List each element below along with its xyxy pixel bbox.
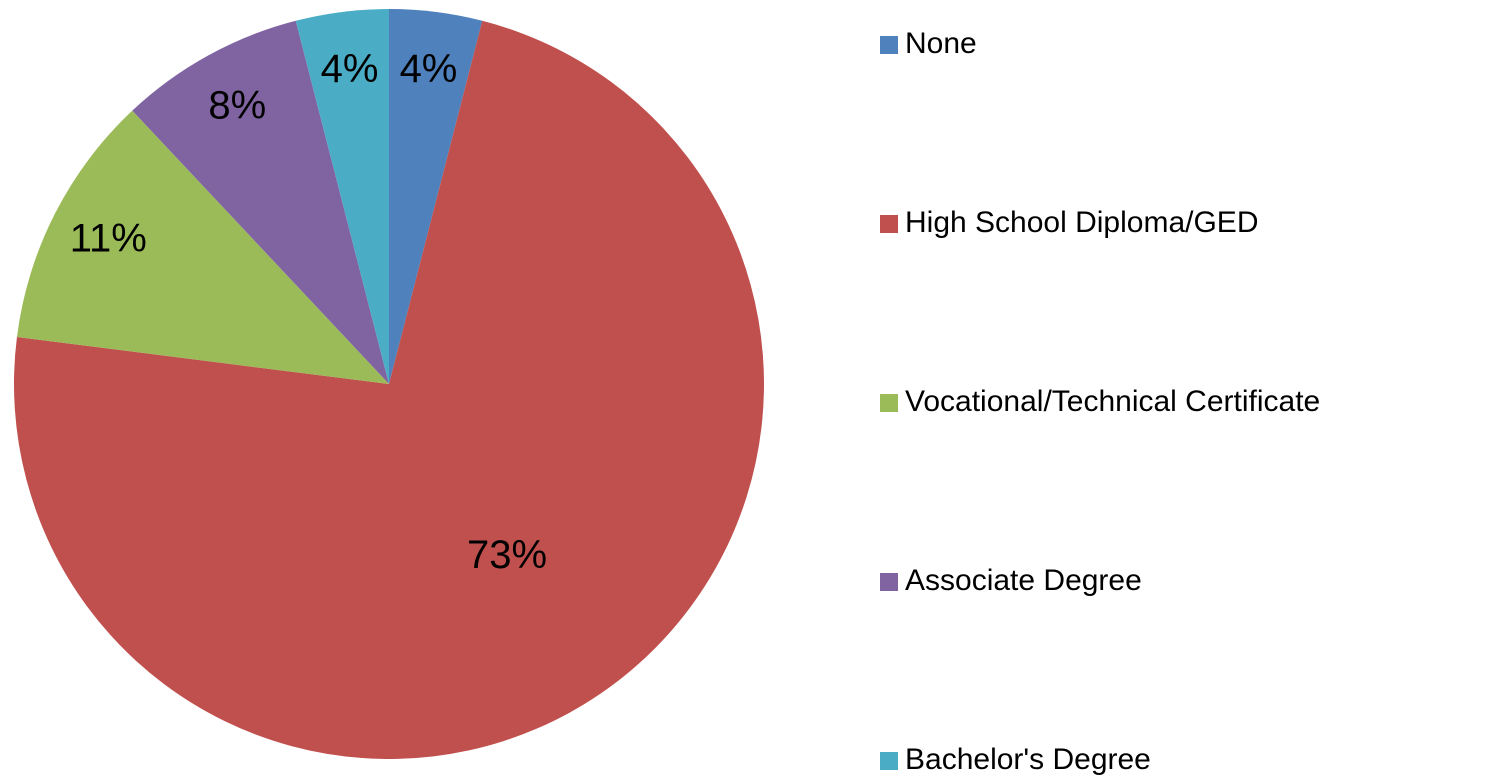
data-label: 11% — [70, 217, 147, 261]
legend-label: Vocational/Technical Certificate — [905, 385, 1320, 418]
data-label: 4% — [321, 47, 379, 91]
pie-slice — [14, 20, 765, 759]
legend-label: Bachelor's Degree — [905, 743, 1151, 776]
data-label: 73% — [467, 533, 547, 577]
pie-slice — [295, 9, 389, 384]
legend-swatch — [880, 573, 898, 591]
data-label: 4% — [400, 47, 458, 91]
pie-slice — [16, 110, 389, 384]
legend-swatch — [880, 36, 898, 54]
legend-label: Associate Degree — [905, 564, 1142, 597]
legend-swatch — [880, 394, 898, 412]
pie-slice — [132, 20, 389, 385]
legend-label: None — [905, 27, 977, 60]
data-label: 8% — [208, 84, 266, 128]
legend-swatch — [880, 215, 898, 233]
legend-swatch — [880, 752, 898, 770]
pie-slice — [389, 9, 483, 384]
legend-label: High School Diploma/GED — [905, 206, 1258, 239]
